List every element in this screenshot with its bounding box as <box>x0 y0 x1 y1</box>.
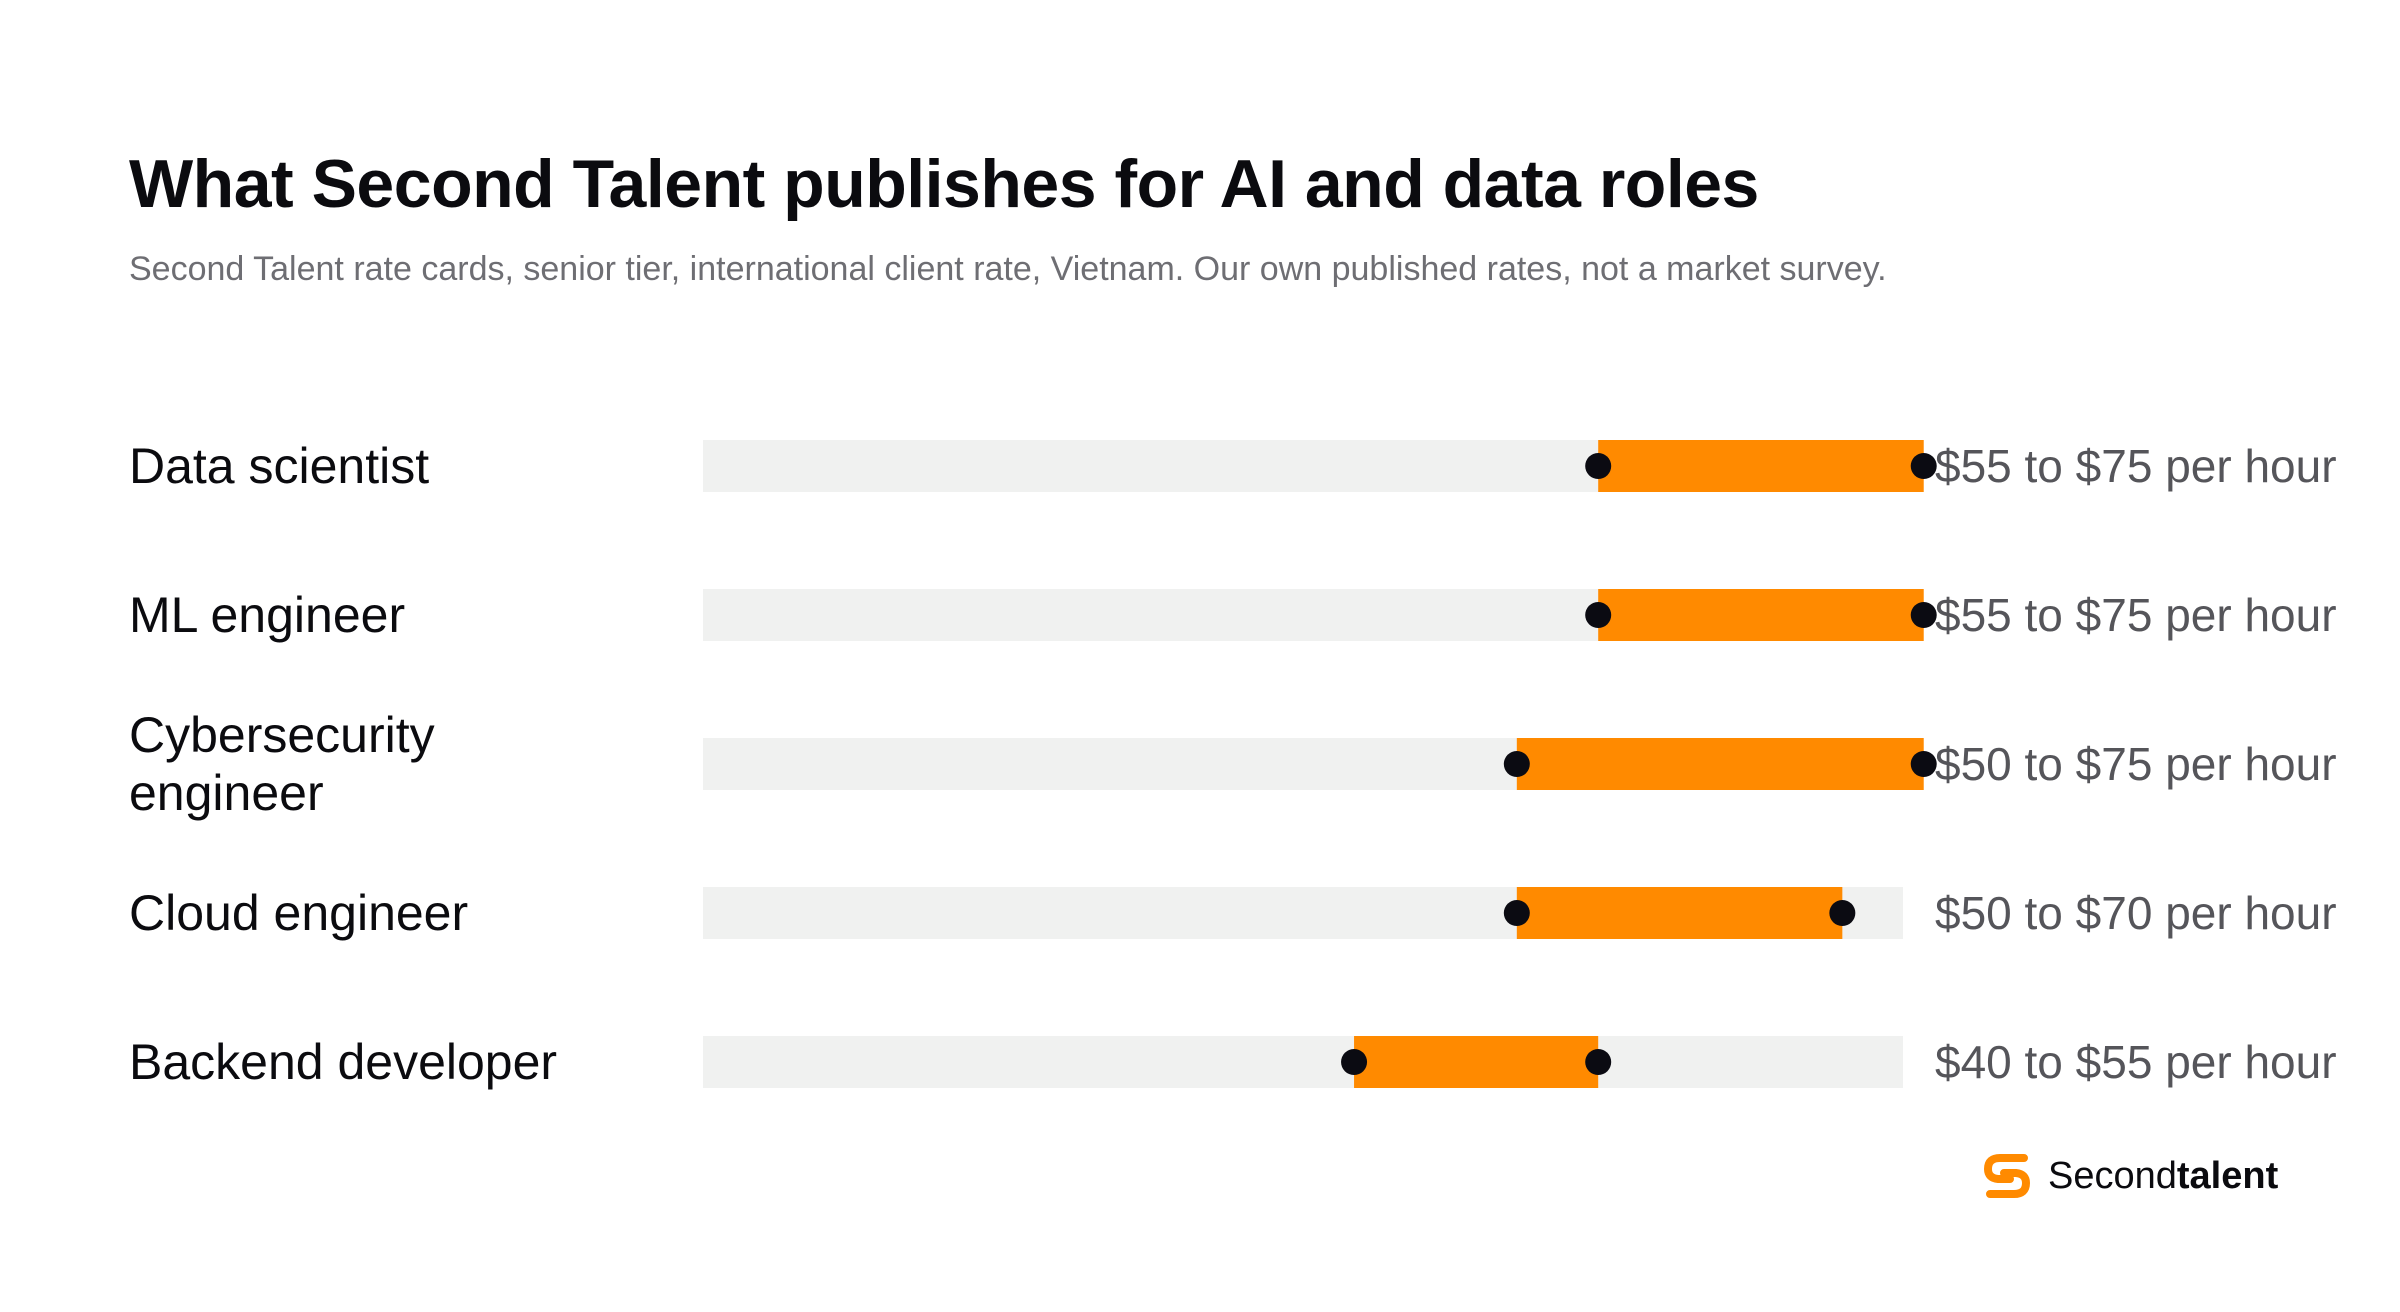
value-label: $50 to $75 per hour <box>1935 738 2337 790</box>
range-bar <box>1598 589 1924 641</box>
range-high-dot <box>1910 602 1937 628</box>
value-label: $40 to $55 per hour <box>1935 1036 2337 1088</box>
range-track <box>703 1036 1903 1088</box>
range-low-dot <box>1585 453 1612 479</box>
range-high-dot <box>1910 751 1937 777</box>
range-high-dot <box>1829 900 1856 926</box>
range-high-dot <box>1910 453 1937 479</box>
value-label: $55 to $75 per hour <box>1935 589 2337 641</box>
range-low-dot <box>1341 1049 1368 1075</box>
range-low-dot <box>1503 900 1530 926</box>
chart-title: What Second Talent publishes for AI and … <box>129 146 1759 222</box>
range-bar <box>1354 1036 1599 1088</box>
brand-logo: Secondtalent <box>1980 1148 2278 1204</box>
chart-subtitle: Second Talent rate cards, senior tier, i… <box>129 250 1887 288</box>
range-bar <box>1516 738 1924 790</box>
role-label: Cybersecurity <box>129 707 435 763</box>
range-low-dot <box>1503 751 1530 777</box>
second-talent-logo-icon <box>1983 1154 2031 1198</box>
value-label: $55 to $75 per hour <box>1935 440 2337 492</box>
range-bar <box>1516 887 1843 939</box>
range-high-dot <box>1585 1049 1612 1075</box>
logo-text-regular: Second <box>2048 1154 2177 1197</box>
logo-text-bold: talent <box>2176 1154 2279 1197</box>
role-label: Backend developer <box>129 1034 557 1090</box>
role-label: ML engineer <box>129 587 405 643</box>
range-bar <box>1598 440 1924 492</box>
role-label: Data scientist <box>129 438 429 494</box>
logo-wordmark: Secondtalent <box>2048 1155 2278 1198</box>
range-low-dot <box>1585 602 1612 628</box>
role-label: engineer <box>129 765 324 821</box>
role-label: Cloud engineer <box>129 885 468 941</box>
value-label: $50 to $70 per hour <box>1935 887 2337 939</box>
